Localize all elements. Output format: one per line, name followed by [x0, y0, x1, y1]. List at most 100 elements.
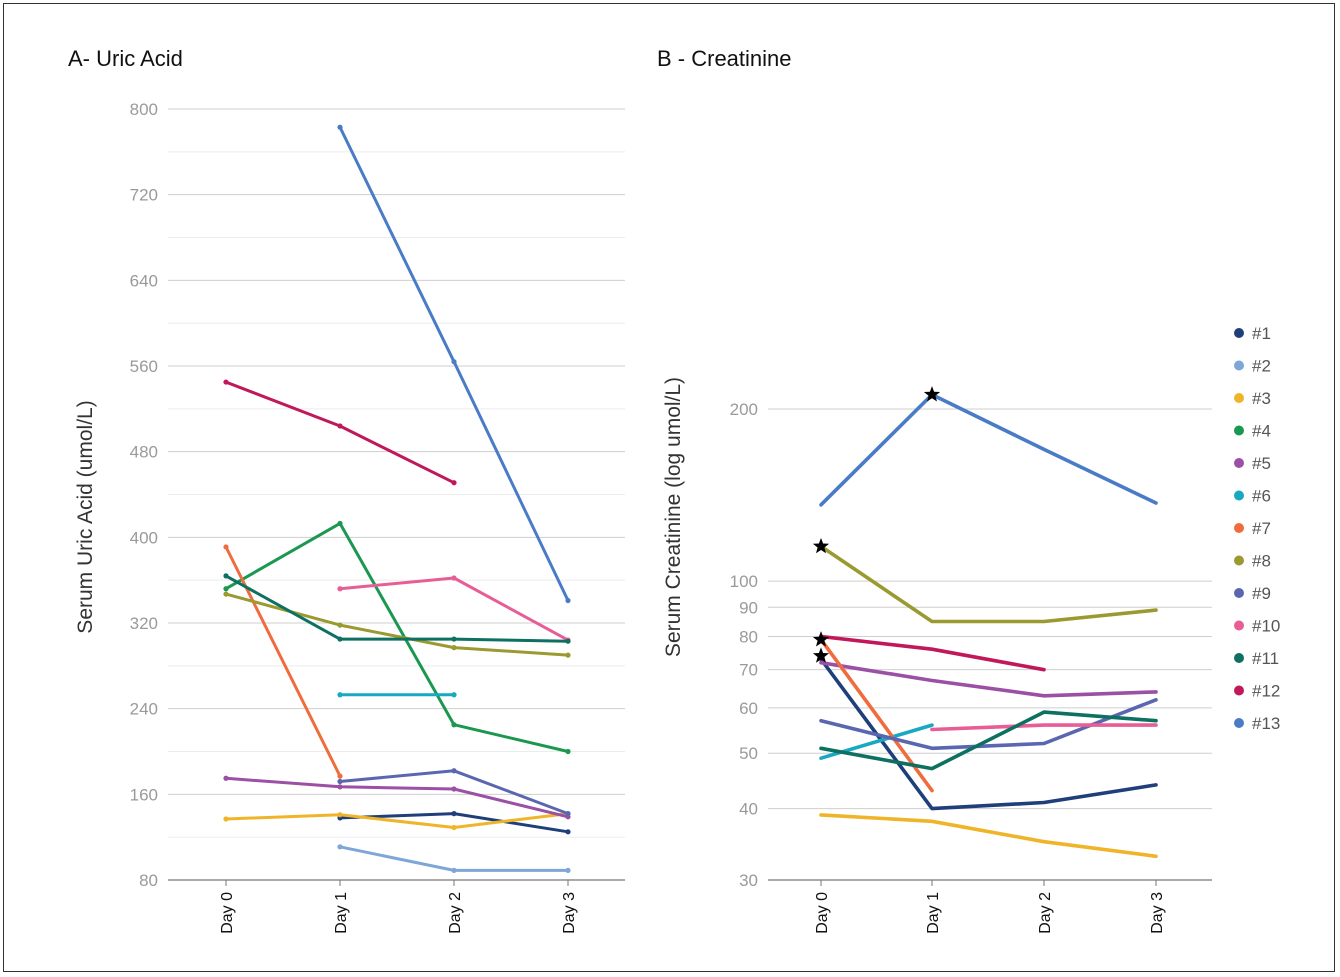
panel-b-y-axis-label: Serum Creatinine (log umol/L) [662, 377, 685, 657]
series-line [819, 710, 1158, 771]
legend-item: #11 [1234, 649, 1279, 668]
x-tick-label: Day 3 [1149, 892, 1166, 934]
series-n11 [819, 710, 1158, 771]
data-point [565, 597, 571, 604]
series-line [819, 813, 1158, 859]
figure-frame [3, 3, 1335, 972]
data-point [223, 379, 229, 385]
data-point [451, 768, 457, 774]
series-n10 [930, 723, 1158, 732]
legend-label: #4 [1252, 422, 1271, 441]
legend-label: #13 [1252, 714, 1280, 733]
y-tick-label: 480 [130, 443, 158, 462]
y-tick-label: 240 [130, 700, 158, 719]
legend-label: #1 [1252, 324, 1271, 343]
y-tick-label: 560 [130, 357, 158, 376]
x-tick-label: Day 2 [1037, 892, 1054, 934]
data-point [337, 423, 343, 429]
data-point [337, 622, 343, 628]
series-n5 [819, 660, 1158, 698]
legend-label: #6 [1252, 487, 1271, 506]
data-point [223, 775, 229, 781]
series-n6 [337, 692, 457, 698]
legend-label: #5 [1252, 454, 1271, 473]
legend-marker [1234, 685, 1244, 696]
grid-lines [768, 408, 1212, 881]
legend-label: #11 [1252, 649, 1279, 668]
data-point [337, 812, 343, 818]
y-tick-label: 90 [739, 598, 758, 617]
panel-a-uric-acid: A- Uric Acid Serum Uric Acid (umol/L) 80… [68, 46, 625, 934]
star-marker [812, 647, 830, 663]
data-point [337, 778, 343, 785]
y-tick-label: 80 [739, 628, 758, 647]
series-line [224, 574, 570, 643]
data-point [451, 786, 457, 792]
data-point [451, 575, 457, 581]
legend-marker [1234, 555, 1244, 566]
series-n7 [819, 637, 934, 793]
data-point [337, 844, 343, 850]
series-line [819, 392, 1158, 507]
data-point [337, 773, 343, 779]
data-point [565, 748, 571, 755]
y-tick-label: 40 [739, 800, 758, 819]
legend-item: #3 [1234, 389, 1271, 408]
series-line [819, 544, 1158, 624]
data-point [565, 829, 571, 835]
series-line [224, 380, 456, 485]
y-tick-label: 160 [130, 785, 158, 804]
legend-item: #13 [1234, 714, 1280, 733]
data-point [565, 652, 571, 658]
legend-item: #6 [1234, 487, 1271, 506]
data-point [451, 692, 457, 698]
series-n3 [819, 813, 1158, 859]
legend-marker [1234, 653, 1244, 663]
legend-item: #2 [1234, 357, 1271, 376]
legend-item: #10 [1234, 617, 1280, 636]
data-point [451, 645, 457, 651]
legend-label: #8 [1252, 552, 1271, 571]
y-tick-label: 200 [730, 400, 758, 419]
data-point [223, 573, 229, 579]
series-line [338, 845, 570, 872]
legend-item: #1 [1234, 324, 1271, 343]
x-tick-label: Day 2 [447, 892, 464, 934]
legend-label: #12 [1252, 682, 1280, 701]
star-marker [923, 386, 941, 402]
y-tick-label: 30 [739, 871, 758, 890]
panel-a-title: A- Uric Acid [68, 46, 183, 71]
x-tick-label: Day 1 [925, 892, 942, 934]
panel-b-title: B - Creatinine [657, 46, 792, 71]
data-point [337, 520, 343, 527]
y-tick-label: 60 [739, 699, 758, 718]
legend-marker [1234, 588, 1244, 598]
x-tick-label: Day 0 [219, 892, 236, 934]
series-line [224, 545, 342, 778]
legend-item: #7 [1234, 519, 1271, 538]
y-tick-label: 320 [130, 614, 158, 633]
data-point [337, 636, 343, 642]
legend-marker [1234, 328, 1244, 338]
legend-marker [1234, 718, 1244, 728]
series-line [930, 723, 1158, 732]
data-point [223, 816, 229, 822]
data-point [451, 480, 457, 486]
legend-label: #10 [1252, 617, 1280, 636]
legend: #1 #2 #3 #4 #5 #6 #7 #8 #9 #10 #11 #12 #13 [1234, 324, 1280, 733]
star-marker [812, 631, 830, 647]
series-n4 [223, 520, 571, 755]
panel-a-y-axis-label: Serum Uric Acid (umol/L) [74, 400, 97, 633]
series-n11 [223, 573, 571, 644]
data-point [451, 722, 457, 728]
y-tick-label: 400 [130, 528, 158, 547]
series-line [224, 812, 570, 829]
series-line [819, 697, 1158, 751]
legend-marker [1234, 425, 1244, 436]
series-n13 [819, 392, 1158, 507]
data-point [223, 544, 229, 550]
series-n5 [223, 775, 571, 820]
legend-marker [1234, 620, 1244, 631]
y-tick-label: 70 [739, 661, 758, 680]
